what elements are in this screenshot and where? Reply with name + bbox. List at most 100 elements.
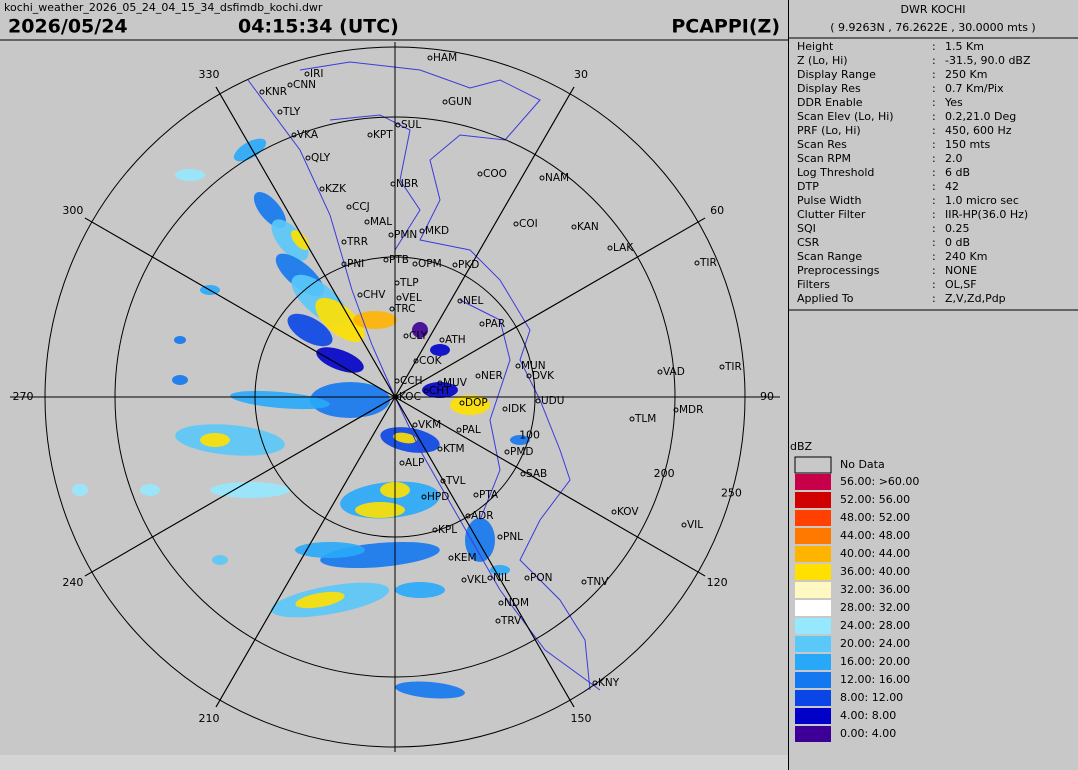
station-name: DWR KOCHI	[901, 3, 966, 16]
place-label: KNR	[265, 86, 287, 98]
place-label: NDM	[504, 597, 529, 609]
place-label: TLM	[634, 413, 656, 425]
param-value: 0 dB	[945, 236, 970, 249]
place-marker	[524, 575, 530, 581]
place-marker	[364, 219, 370, 225]
place-label: VKM	[418, 419, 441, 431]
place-label: PMN	[394, 229, 417, 241]
place-marker	[395, 122, 401, 128]
place-marker	[479, 321, 485, 327]
place-marker	[305, 155, 311, 161]
place-marker	[437, 380, 443, 386]
place-label: MAL	[370, 216, 392, 228]
legend-label: 32.00: 36.00	[840, 583, 910, 596]
legend-label: 4.00: 8.00	[840, 709, 896, 722]
place-label: NER	[481, 370, 503, 382]
parameter-table: Height:1.5 KmZ (Lo, Hi): -31.5, 90.0 dBZD…	[797, 40, 1031, 305]
param-separator: :	[932, 292, 936, 305]
legend-label: 36.00: 40.00	[840, 565, 910, 578]
place-marker	[611, 509, 617, 515]
place-label: HPD	[427, 491, 449, 503]
place-marker	[452, 262, 458, 268]
echo	[295, 591, 345, 609]
param-value: 0.25	[945, 222, 970, 235]
param-separator: :	[932, 54, 936, 67]
echo	[287, 313, 333, 347]
param-value: 240 Km	[945, 250, 987, 263]
place-label: COI	[519, 218, 538, 230]
place-marker	[502, 406, 508, 412]
place-marker	[461, 577, 467, 583]
param-separator: :	[932, 180, 936, 193]
echo	[510, 435, 530, 445]
param-value: 150 mts	[945, 138, 991, 151]
place-marker	[719, 364, 725, 370]
legend-swatch	[795, 726, 831, 742]
place-marker	[413, 358, 419, 364]
param-value: IIR-HP(36.0 Hz)	[945, 208, 1028, 221]
date: 2026/05/24	[8, 16, 128, 38]
place-label: PAL	[462, 424, 481, 436]
legend-label: 16.00: 20.00	[840, 655, 910, 668]
place-label: PAR	[485, 318, 505, 330]
param-value: 450, 600 Hz	[945, 124, 1012, 137]
param-value: 1.0 micro sec	[945, 194, 1019, 207]
place-marker	[367, 132, 373, 138]
param-value: 0.2,21.0 Deg	[945, 110, 1016, 123]
place-label: TVL	[445, 475, 466, 487]
range-label: 100	[519, 429, 540, 442]
place-label: KNY	[598, 677, 620, 689]
range-label: 250	[721, 486, 742, 499]
place-marker	[388, 232, 394, 238]
places: HAM IRI KNR CNN GUN TLY VKA KPT SUL QLY COO NAM NBR K…	[259, 52, 742, 689]
place-label: SAB	[526, 468, 547, 480]
legend-swatch	[795, 528, 831, 544]
echo	[315, 297, 365, 343]
place-marker	[448, 555, 454, 561]
param-separator: :	[932, 152, 936, 165]
place-marker	[421, 494, 427, 500]
place-label: HAM	[433, 52, 457, 64]
place-label: CCH	[400, 375, 423, 387]
place-label: DVK	[532, 370, 555, 382]
param-value: 1.5 Km	[945, 40, 984, 53]
place-marker	[459, 400, 465, 406]
echo	[310, 382, 390, 418]
param-key: SQI	[797, 222, 816, 235]
param-key: Z (Lo, Hi)	[797, 54, 848, 67]
place-marker	[341, 261, 347, 267]
echo	[490, 565, 510, 575]
param-key: CSR	[797, 236, 820, 249]
place-label: KOV	[617, 506, 639, 518]
place-label: VIL	[687, 519, 703, 531]
place-label: TRR	[346, 236, 368, 248]
place-marker	[487, 575, 493, 581]
place-label: PNL	[503, 531, 523, 543]
place-marker	[291, 132, 297, 138]
echo	[172, 375, 188, 385]
azimuth-label: 300	[62, 204, 83, 217]
echo	[212, 555, 228, 565]
param-separator: :	[932, 82, 936, 95]
place-marker	[477, 171, 483, 177]
param-value: Z,V,Zd,Pdp	[945, 292, 1006, 305]
echo	[295, 542, 365, 558]
place-label: QLY	[311, 152, 331, 164]
place-marker	[526, 373, 532, 379]
param-separator: :	[932, 250, 936, 263]
param-key: Filters	[797, 278, 830, 291]
azimuth-label: 30	[574, 68, 588, 81]
azimuth-label: 150	[571, 712, 592, 725]
place-marker	[571, 224, 577, 230]
place-marker	[319, 186, 325, 192]
echo	[316, 347, 364, 373]
legend-swatch	[795, 564, 831, 580]
place-label: SUL	[401, 119, 421, 131]
legend-label: 44.00: 48.00	[840, 529, 910, 542]
azimuth-label: 330	[199, 68, 220, 81]
place-label: KTM	[443, 443, 465, 455]
param-value: Yes	[944, 96, 963, 109]
echo	[395, 681, 465, 699]
place-label: NIL	[493, 572, 510, 584]
place-label: KPT	[373, 129, 393, 141]
